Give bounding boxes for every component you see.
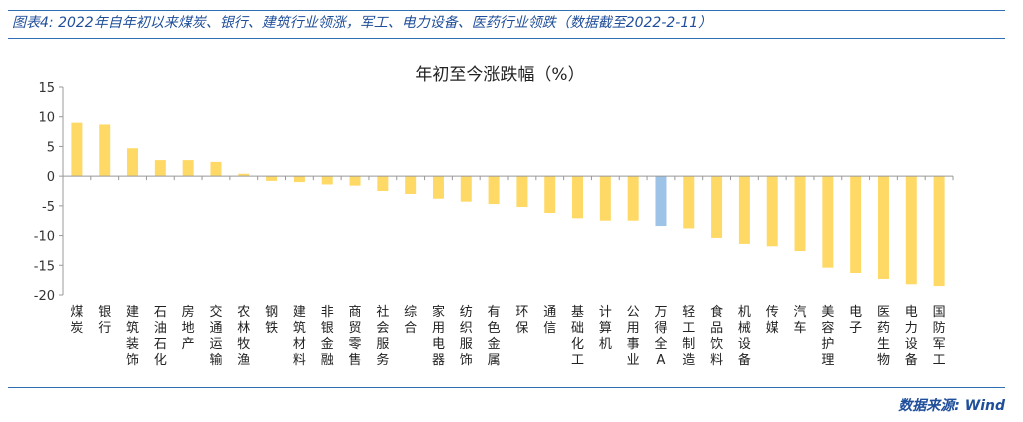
category-label: 传媒 [766,305,779,336]
y-tick-label: 0 [47,170,55,185]
category-label: 计算机 [599,305,612,352]
category-label: 建筑装饰 [126,305,139,368]
bar-13 [405,176,417,194]
bar-21 [627,176,639,221]
bar-32 [933,176,945,287]
category-label: 农林牧渔 [237,305,250,368]
category-label: 万得全 A [654,305,667,368]
bottom-rule [8,387,1005,388]
bar-4 [154,160,166,177]
bar-29 [850,176,862,274]
bar-27 [794,176,806,252]
bar-20 [599,176,611,221]
bar-17 [516,176,528,208]
category-label: 基础化工 [571,305,584,368]
category-label: 社会服务 [376,304,389,368]
category-label: 国防军工 [933,305,946,368]
figure-caption: 图表4: 2022年自年初以来煤炭、银行、建筑行业领涨，军工、电力设备、医药行业… [12,15,713,31]
category-label: 房地产 [182,304,195,352]
bar-10 [321,176,333,185]
category-label: 钢铁 [265,305,278,336]
category-label: 医药生物 [877,305,890,368]
category-label: 交通运输 [209,304,222,368]
source-note: 数据来源: Wind [898,398,1005,414]
category-label: 有色金属 [488,305,501,368]
category-label: 纺织服饰 [460,305,473,368]
y-tick-label: -15 [34,259,55,274]
category-label: 非银金融 [321,305,334,368]
category-label: 煤炭 [70,305,83,336]
bar-12 [377,176,389,191]
bar-9 [293,176,305,183]
bar-16 [488,176,500,205]
chart-title: 年初至今涨跌幅（%） [415,65,584,85]
category-label: 通信 [543,305,556,336]
bar-24 [711,176,723,238]
y-tick-label: -20 [34,289,55,304]
y-tick-label: 10 [38,111,55,126]
category-label: 建筑材料 [293,305,306,368]
category-label: 石油石化 [154,305,167,368]
bars [71,122,945,287]
category-label: 电力设备 [905,305,918,368]
y-tick-label: 5 [47,140,55,155]
category-label: 家用电器 [432,304,445,368]
category-label: 食品饮料 [710,304,723,368]
caption-rule [8,38,1005,39]
bar-15 [460,176,472,202]
bar-14 [432,176,444,199]
bar-6 [210,161,222,177]
x-axis [62,175,954,181]
category-label: 公用事业 [627,305,640,368]
category-label: 轻工制造 [682,305,695,368]
bar-31 [905,176,917,285]
bar-25 [738,176,750,244]
bar-23 [683,176,695,229]
y-tick-label: -10 [34,230,55,245]
bar-8 [266,176,278,181]
bar-1 [71,122,83,177]
top-rule [8,10,1005,11]
y-axis: 15 10 5 0 -5 -10 -15 -20 [34,81,64,304]
bar-26 [766,176,778,247]
bar-22 [655,176,667,227]
category-label: 综合 [404,305,417,336]
category-label: 电子 [849,305,862,336]
category-label: 银行 [98,305,111,336]
bar-5 [182,160,194,177]
bar-11 [349,176,361,186]
category-label: 汽车 [794,305,807,336]
category-label: 机械设备 [738,305,751,368]
bar-7 [238,173,250,177]
bar-28 [822,176,834,268]
category-label: 美容护理 [821,305,834,368]
category-label: 商贸零售 [349,305,362,368]
bar-2 [99,124,111,177]
y-tick-label: 15 [38,81,55,96]
bar-18 [544,176,556,213]
y-tick-label: -5 [42,200,55,215]
category-label: 环保 [515,305,528,336]
bar-19 [572,176,584,219]
bar-30 [877,176,889,279]
bar-3 [127,148,139,177]
